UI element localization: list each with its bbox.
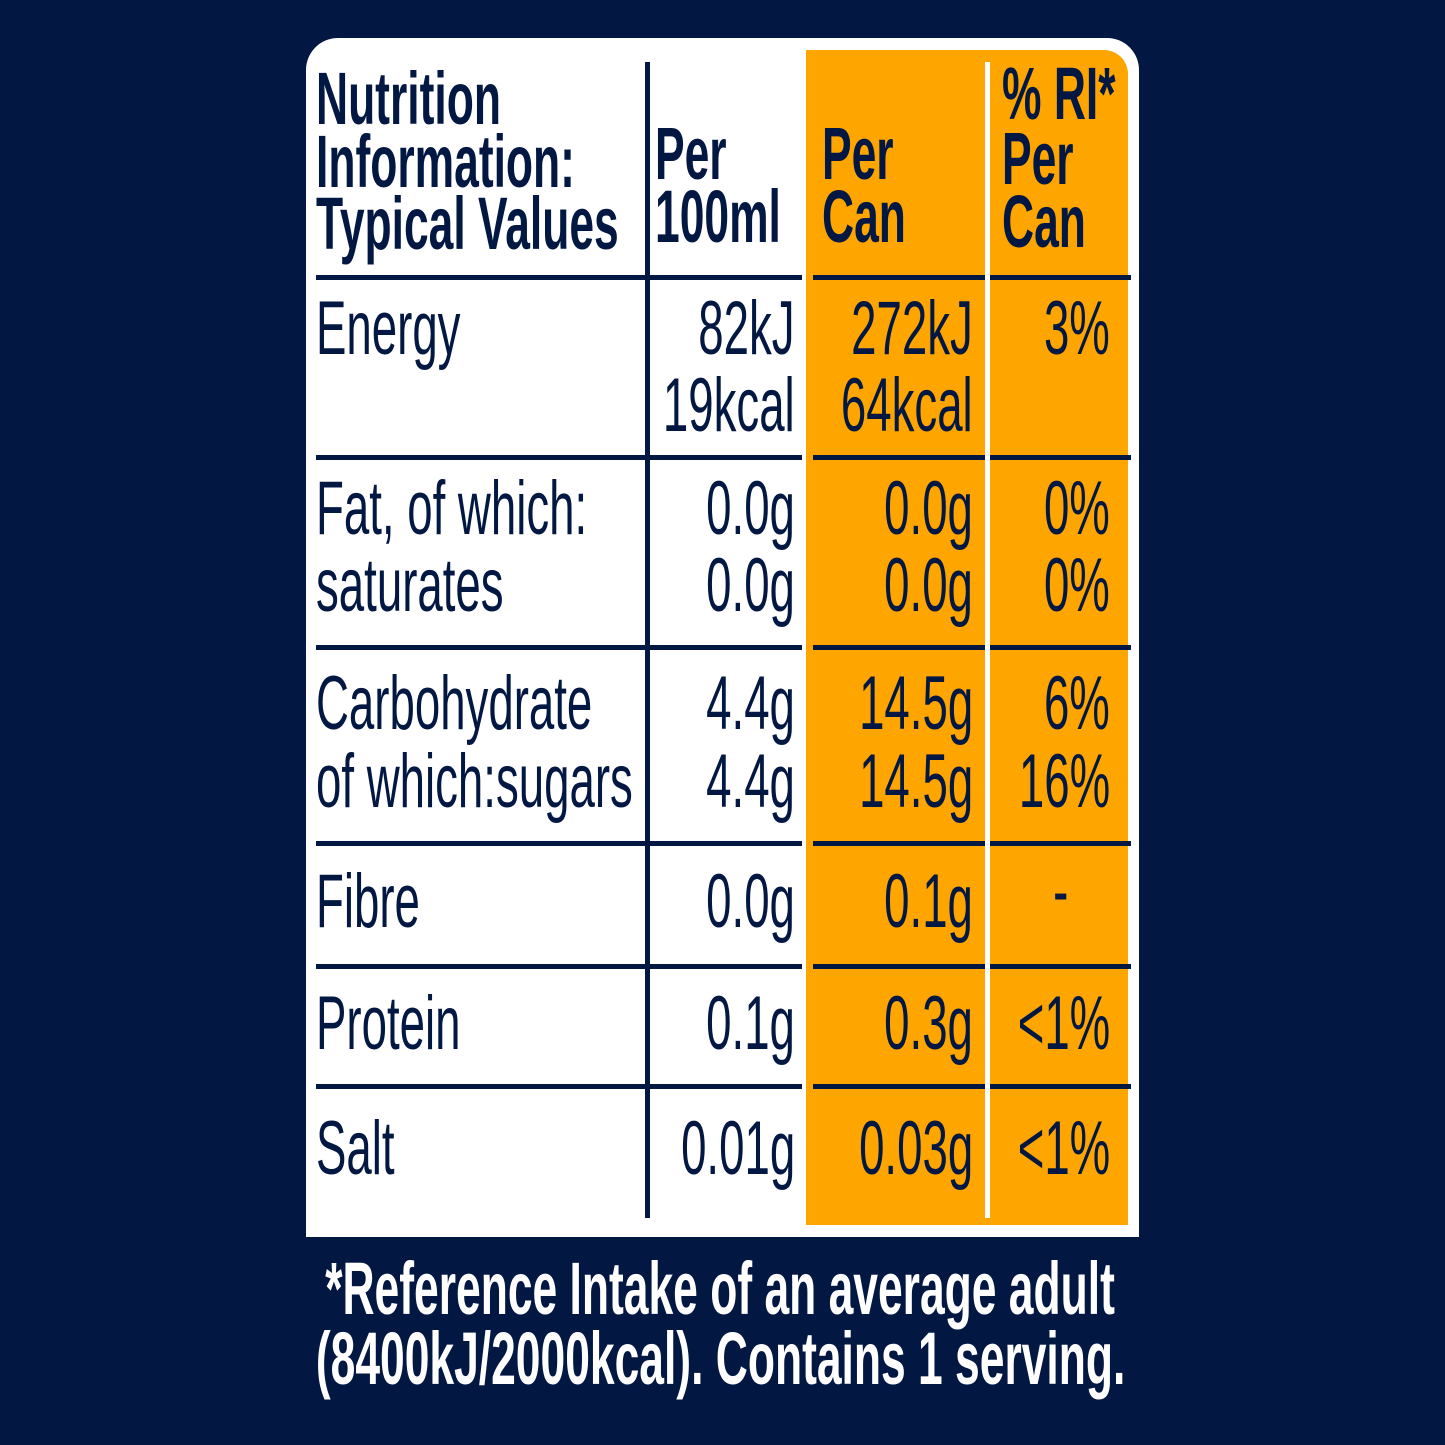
ri-value: -	[1052, 848, 1068, 934]
row-divider	[316, 964, 802, 969]
row-divider	[316, 645, 802, 650]
footnote: *Reference Intake of an average adult	[325, 1247, 1115, 1331]
row-divider	[990, 275, 1131, 280]
row-divider	[990, 964, 1131, 969]
per-100ml-value: 0.0g	[706, 542, 795, 628]
header-ri-per-can: Per	[1002, 117, 1074, 201]
per-100ml-value: 4.4g	[706, 738, 795, 824]
header-per-can: Per	[822, 112, 894, 196]
nutrient-label: Energy	[316, 285, 461, 371]
per-100ml-value: 0.0g	[706, 858, 795, 944]
per-can-value: 14.5g	[859, 738, 974, 824]
nutrient-label: saturates	[316, 542, 504, 628]
nutrient-label: Fat, of which:	[316, 465, 588, 551]
per-can-value: 64kcal	[840, 362, 973, 448]
per-can-value: 0.0g	[884, 542, 973, 628]
nutrient-label: Fibre	[316, 858, 420, 944]
row-divider	[813, 841, 985, 846]
column-divider	[645, 62, 650, 1218]
ri-value: 3%	[1043, 285, 1110, 371]
per-100ml-value: 4.4g	[706, 660, 795, 746]
ri-value: <1%	[1017, 980, 1111, 1066]
header-title: Typical Values	[316, 182, 619, 266]
ri-value: 16%	[1018, 738, 1111, 824]
header-title: Information:	[316, 120, 575, 204]
row-divider	[316, 841, 802, 846]
row-divider	[990, 841, 1131, 846]
per-100ml-value: 0.01g	[681, 1105, 796, 1191]
per-100ml-value: 82kJ	[698, 285, 795, 371]
row-divider	[813, 964, 985, 969]
per-100ml-value: 0.1g	[706, 980, 795, 1066]
header-per-100ml: 100ml	[655, 175, 781, 259]
nutrient-label: Salt	[316, 1105, 395, 1191]
column-divider	[985, 62, 990, 1218]
row-divider	[813, 645, 985, 650]
per-can-value: 0.03g	[859, 1105, 974, 1191]
row-divider	[990, 1084, 1131, 1089]
header-per-can: Can	[822, 175, 906, 259]
header-per-100ml: Per	[655, 112, 727, 196]
per-can-highlight	[806, 50, 1128, 1225]
row-divider	[316, 455, 802, 460]
footnote: (8400kJ/2000kcal). Contains 1 serving.	[315, 1317, 1125, 1401]
nutrient-label: Protein	[316, 980, 461, 1066]
ri-value: 6%	[1043, 660, 1110, 746]
row-divider	[813, 1084, 985, 1089]
per-can-value: 14.5g	[859, 660, 974, 746]
header-ri-per-can: % RI*	[1002, 52, 1116, 136]
row-divider	[316, 1084, 802, 1089]
header-title: Nutrition	[316, 57, 501, 141]
header-ri-per-can: Can	[1002, 180, 1086, 264]
ri-value: 0%	[1043, 542, 1110, 628]
row-divider	[813, 455, 985, 460]
per-can-value: 0.1g	[884, 858, 973, 944]
nutrient-label: Carbohydrate	[316, 660, 593, 746]
row-divider	[990, 645, 1131, 650]
per-can-value: 0.0g	[884, 465, 973, 551]
row-divider	[990, 455, 1131, 460]
per-can-value: 272kJ	[851, 285, 973, 371]
per-100ml-value: 0.0g	[706, 465, 795, 551]
ri-value: 0%	[1043, 465, 1110, 551]
ri-value: <1%	[1017, 1105, 1111, 1191]
row-divider	[316, 275, 802, 280]
row-divider	[813, 275, 985, 280]
per-100ml-value: 19kcal	[662, 362, 795, 448]
nutrient-label: of which:sugars	[316, 738, 633, 824]
per-can-value: 0.3g	[884, 980, 973, 1066]
